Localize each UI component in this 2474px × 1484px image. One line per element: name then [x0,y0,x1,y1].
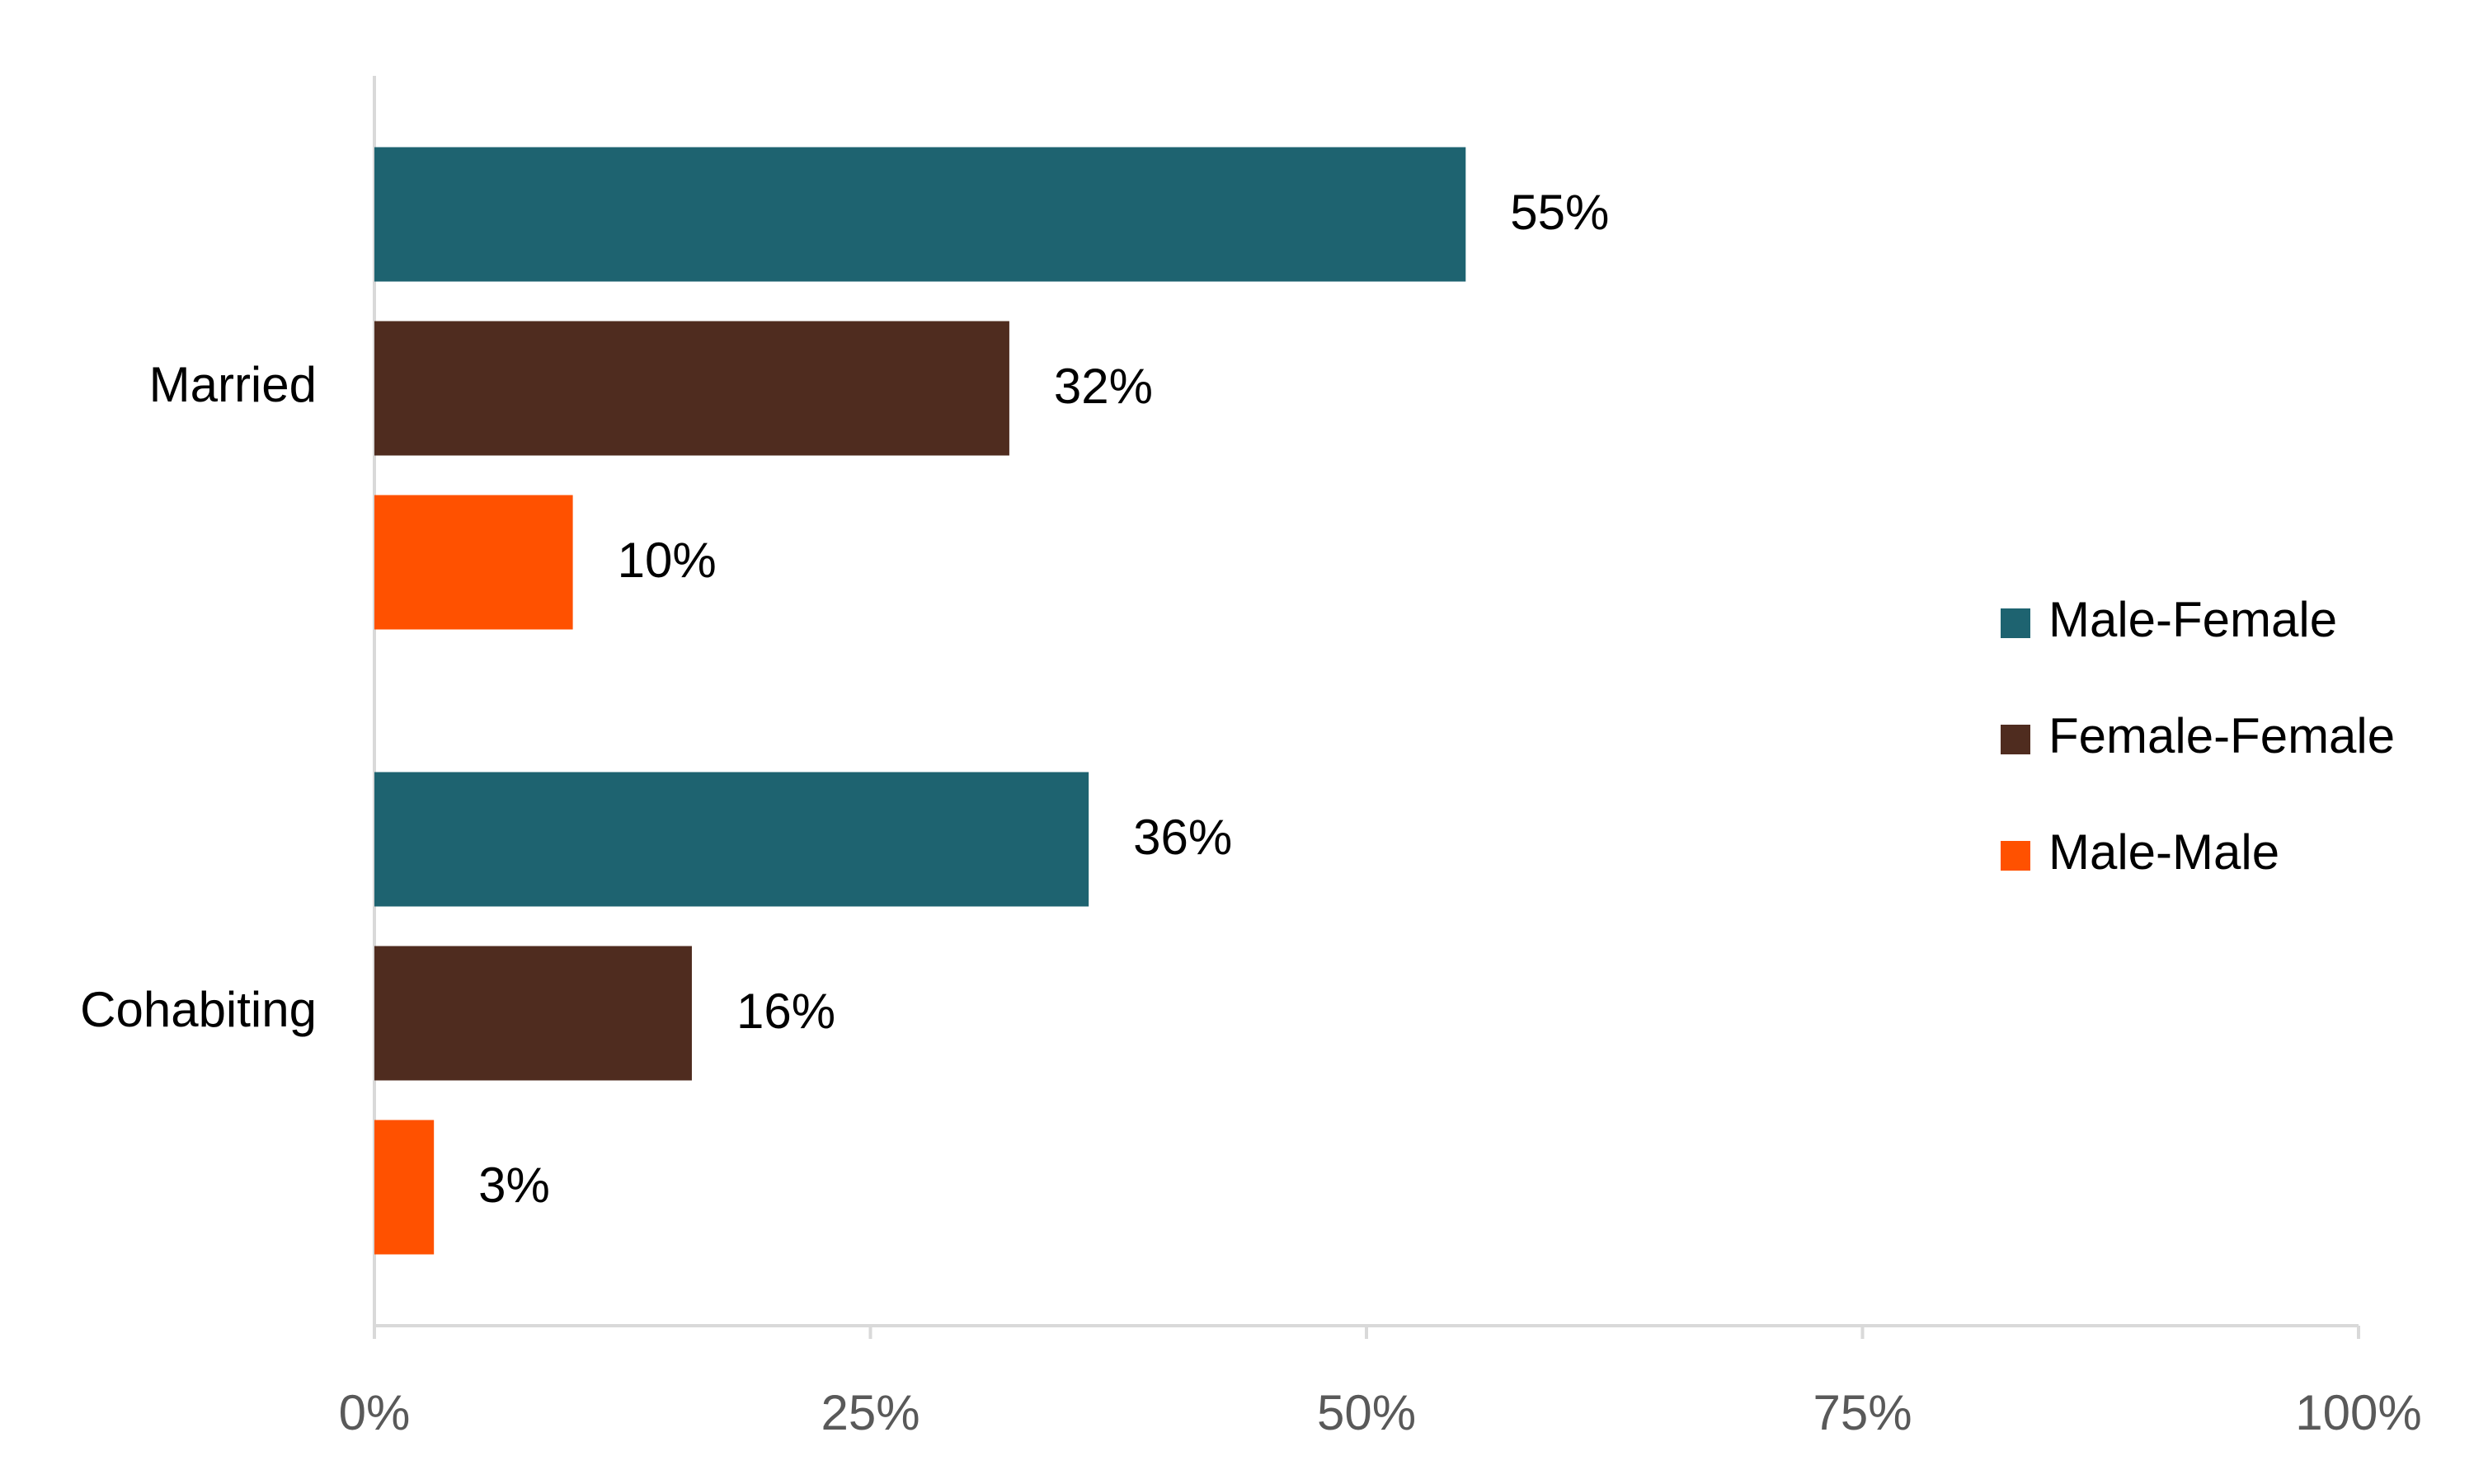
bar [374,321,1009,456]
bar [374,1120,435,1255]
legend-label: Female-Female [2048,708,2395,763]
x-tick-label: 0% [339,1385,411,1440]
legend-swatch [2001,608,2030,638]
legend-label: Male-Male [2048,824,2279,880]
category-label: Cohabiting [80,982,317,1037]
value-label: 16% [736,984,835,1039]
x-tick-label: 100% [2295,1385,2421,1440]
bar [374,946,692,1081]
bar [374,495,573,630]
x-tick-label: 75% [1813,1385,1912,1440]
x-tick-label: 50% [1317,1385,1416,1440]
value-label: 10% [618,533,717,588]
legend-swatch [2001,725,2030,754]
x-tick-label: 25% [821,1385,920,1440]
bar [374,772,1089,907]
value-label: 55% [1510,185,1609,240]
category-label: Married [149,357,317,412]
value-label: 36% [1133,810,1232,865]
legend-label: Male-Female [2048,592,2337,647]
bar [374,147,1466,282]
value-label: 32% [1054,359,1153,414]
legend-swatch [2001,841,2030,871]
value-label: 3% [478,1158,550,1213]
